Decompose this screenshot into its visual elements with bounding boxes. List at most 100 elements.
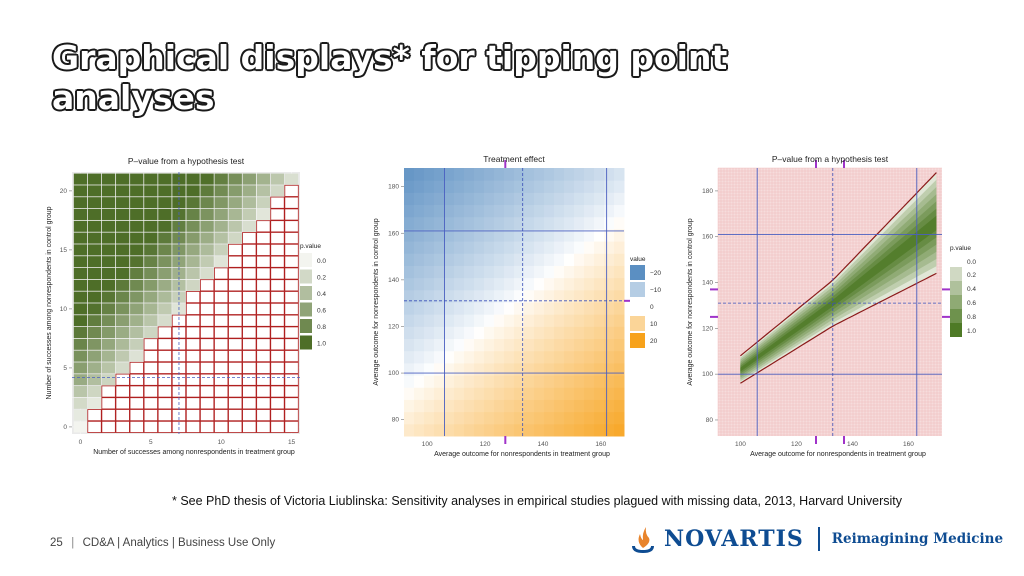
heatmap-cell [228, 208, 242, 220]
heatmap-cell [444, 387, 455, 400]
heatmap-cell [594, 423, 605, 437]
heatmap-cell [454, 204, 465, 218]
heatmap-cell [484, 387, 495, 400]
y-tick-label: 180 [702, 188, 713, 195]
heatmap-cell [544, 168, 555, 181]
heatmap-cell [242, 173, 256, 185]
heatmap-cell [73, 267, 88, 279]
heatmap-cell [444, 168, 455, 181]
heatmap-cell [172, 185, 186, 197]
heatmap-cell [185, 409, 201, 422]
heatmap-cell [584, 289, 595, 303]
page-number: 25 [50, 537, 63, 549]
heatmap-cell [214, 361, 229, 374]
heatmap-cell [185, 361, 201, 374]
heatmap-cell [424, 265, 435, 279]
heatmap-cell [564, 216, 575, 230]
heatmap-cell [101, 327, 116, 339]
heatmap-cell [514, 411, 525, 425]
heatmap-cell [514, 375, 525, 388]
heatmap-cell [284, 267, 299, 280]
heatmap-cell [494, 350, 505, 364]
heatmap-cell [157, 326, 173, 339]
heatmap-cell [404, 411, 415, 425]
heatmap-cell [242, 409, 257, 422]
heatmap-cell [424, 216, 435, 230]
heatmap-cell [115, 385, 130, 398]
legend-label: −10 [650, 287, 661, 294]
heatmap-cell [116, 350, 130, 362]
pvalue-grid-chart: 0 5 10 15 0 5 10 15 20 P–value from a hypothesis … [46, 156, 326, 456]
heatmap-cell [424, 326, 435, 340]
heatmap-cell [116, 315, 130, 327]
heatmap-cell [130, 315, 144, 327]
heatmap-cell [256, 243, 271, 256]
heatmap-cell [87, 420, 102, 433]
x-tick-label: 120 [480, 441, 491, 448]
heatmap-cell [256, 338, 271, 351]
pvalue-continuous-chart: 100 120 140 160 80 100 120 140 160 180 P–value fro… [687, 154, 976, 458]
legend-label: 0.8 [967, 314, 976, 321]
heatmap-cell [116, 362, 130, 374]
heatmap-cell [454, 228, 465, 242]
heatmap-cell [604, 314, 615, 327]
heatmap-cell [404, 265, 415, 279]
heatmap-cell [185, 397, 201, 410]
heatmap-cell [116, 197, 130, 209]
heatmap-cell [101, 420, 116, 433]
heatmap-cell [116, 185, 130, 197]
heatmap-cell [284, 338, 299, 351]
heatmap-cell [242, 326, 257, 339]
heatmap-cell [270, 255, 285, 268]
heatmap-cell [200, 267, 214, 279]
heatmap-cell [130, 303, 144, 315]
heatmap-cell [130, 244, 144, 256]
heatmap-cell [544, 216, 555, 230]
heatmap-cell [614, 192, 625, 206]
heatmap-cell [73, 397, 88, 409]
heatmap-cell [434, 241, 445, 254]
heatmap-cell [604, 168, 615, 181]
heatmap-cell [284, 409, 299, 422]
heatmap-cell [284, 208, 299, 221]
heatmap-cell [484, 423, 495, 437]
heatmap-cell [186, 256, 200, 268]
heatmap-cell [514, 265, 525, 279]
heatmap-cell [434, 326, 445, 340]
heatmap-cell [144, 244, 158, 256]
heatmap-cell [444, 192, 455, 206]
heatmap-cell [87, 338, 102, 350]
heatmap-cell [214, 256, 228, 268]
heatmap-cell [544, 228, 555, 242]
heatmap-cell [73, 303, 88, 315]
heatmap-cell [614, 411, 625, 425]
heatmap-cell [494, 265, 505, 279]
heatmap-cell [199, 385, 215, 398]
y-tick-label: 20 [60, 188, 68, 195]
heatmap-cell [214, 267, 229, 280]
heatmap-cell [242, 373, 257, 386]
heatmap-cell [494, 180, 505, 193]
heatmap-cell [270, 185, 285, 197]
heatmap-cell [424, 302, 435, 315]
footer-text: CD&A | Analytics | Business Use Only [82, 537, 276, 549]
heatmap-cell [524, 302, 535, 315]
heatmap-cell [484, 326, 495, 340]
heatmap-cell [434, 362, 445, 376]
heatmap-cell [129, 420, 144, 433]
heatmap-cell [544, 180, 555, 193]
heatmap-cell [199, 302, 215, 315]
heatmap-cell [130, 256, 144, 268]
heatmap-cell [158, 315, 172, 327]
heatmap-cell [101, 397, 116, 410]
heatmap-cell [256, 232, 271, 245]
heatmap-cell [524, 228, 535, 242]
heatmap-cell [73, 374, 88, 386]
legend-label: 10 [650, 321, 658, 328]
heatmap-cell [200, 256, 214, 268]
heatmap-cell [544, 411, 555, 425]
heatmap-cell [434, 411, 445, 425]
legend-label: 20 [650, 338, 658, 345]
heatmap-cell [214, 220, 228, 232]
heatmap-cell [444, 216, 455, 230]
